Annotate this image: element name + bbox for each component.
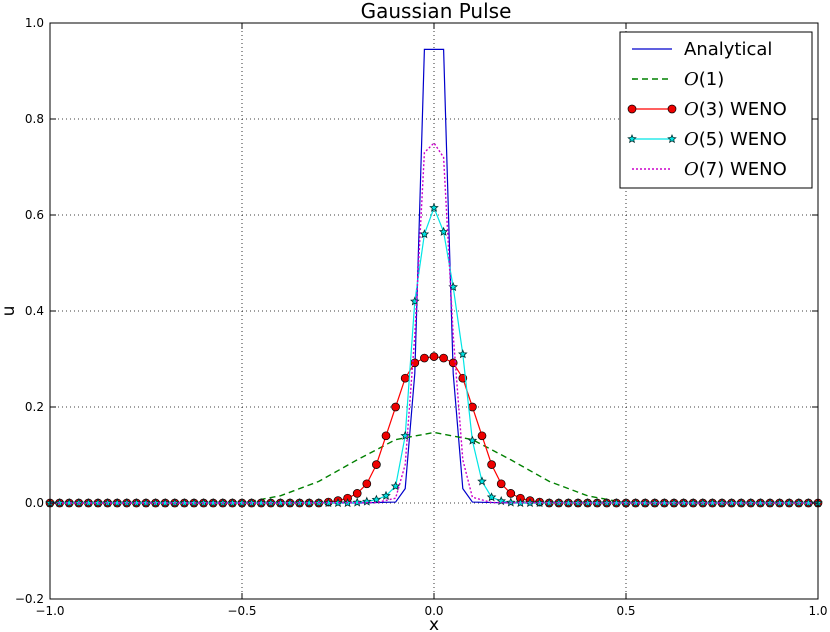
legend-marker	[627, 133, 637, 144]
data-point	[611, 497, 622, 508]
y-tick-label: −0.2	[15, 592, 44, 606]
data-point	[736, 497, 746, 508]
data-point	[420, 353, 429, 363]
data-point	[803, 497, 814, 508]
data-point	[400, 373, 410, 383]
x-tick-label: −0.5	[227, 604, 256, 618]
data-point	[371, 494, 382, 504]
x-tick-label: 1.0	[808, 604, 827, 618]
data-point	[381, 431, 391, 441]
y-tick-label: 0.2	[25, 400, 44, 414]
data-point	[640, 497, 650, 508]
x-tick-label: −1.0	[35, 604, 64, 618]
y-tick-label: 0.6	[25, 208, 44, 222]
series-line	[50, 141, 818, 504]
data-point	[486, 492, 497, 502]
legend-entry: O(1)	[632, 69, 724, 90]
legend-label: O(1)	[684, 69, 724, 90]
data-point	[256, 497, 266, 508]
data-point	[515, 497, 526, 508]
legend-marker	[627, 104, 637, 114]
data-point	[362, 479, 372, 489]
legend-label: O(7) WENO	[684, 159, 787, 180]
data-point	[726, 497, 737, 508]
data-point	[429, 202, 439, 212]
data-point	[496, 479, 506, 489]
legend-label: Analytical	[684, 39, 772, 60]
data-point	[208, 497, 218, 508]
x-tick-label: 0.0	[424, 604, 443, 618]
data-point	[323, 497, 334, 508]
chart-title: Gaussian Pulse	[361, 0, 512, 23]
data-point	[592, 497, 602, 508]
data-point	[477, 431, 487, 441]
legend-marker	[667, 104, 677, 114]
data-point	[304, 497, 314, 508]
data-point	[275, 497, 286, 508]
data-point	[179, 497, 190, 508]
legend: Analytical O(1) O(3) WENO O(5) WENO O(7) WEN…	[619, 31, 813, 189]
y-tick-label: 0.0	[25, 496, 44, 510]
data-point	[410, 296, 420, 306]
x-axis-label: x	[429, 615, 439, 632]
x-tick-label: 0.5	[616, 604, 635, 618]
data-point	[544, 497, 554, 508]
data-point	[678, 497, 689, 508]
legend-entry: O(7) WENO	[632, 159, 787, 180]
data-point	[774, 497, 785, 508]
legend-marker	[667, 133, 677, 144]
y-tick-label: 1.0	[25, 16, 44, 30]
data-point	[630, 497, 641, 508]
series-5	[50, 141, 818, 504]
legend-label: O(5) WENO	[684, 129, 787, 150]
data-point	[784, 497, 794, 508]
data-point	[160, 497, 170, 508]
series-line	[50, 431, 818, 504]
data-point	[707, 497, 718, 508]
data-point	[438, 226, 449, 236]
y-tick-label: 0.4	[25, 304, 44, 318]
data-point	[372, 460, 381, 469]
data-point	[659, 497, 670, 508]
data-point	[468, 402, 477, 412]
data-point	[390, 481, 401, 491]
data-point	[487, 460, 496, 469]
series-2	[50, 431, 818, 504]
data-point	[439, 353, 448, 363]
legend-entry: O(5) WENO	[627, 129, 787, 150]
data-point	[131, 497, 142, 508]
data-point	[227, 497, 238, 508]
legend-entry: O(3) WENO	[627, 99, 787, 120]
data-point	[755, 497, 766, 508]
data-point	[458, 349, 468, 359]
data-point	[391, 402, 400, 412]
data-point	[477, 476, 487, 486]
data-point	[534, 497, 545, 508]
data-point	[563, 497, 574, 508]
legend-box	[619, 31, 813, 189]
data-point	[506, 489, 516, 498]
ticks: −1.0 −0.5 0.0 0.5 1.0 −0.2 0.0 0.2 0.4 0.6 0.8 1.0	[15, 16, 828, 618]
data-point	[467, 435, 478, 445]
data-point	[112, 497, 122, 508]
data-point	[362, 496, 372, 506]
y-tick-label: 0.8	[25, 112, 44, 126]
legend-label: O(3) WENO	[684, 99, 787, 120]
data-point	[582, 497, 593, 508]
data-point	[419, 229, 430, 239]
legend-entry: Analytical	[632, 39, 772, 60]
data-point	[429, 352, 439, 361]
data-point	[352, 489, 362, 498]
data-point	[64, 497, 74, 508]
data-point	[381, 490, 391, 500]
y-axis-label: u	[0, 306, 19, 317]
data-point	[688, 497, 698, 508]
data-point	[352, 497, 362, 507]
data-point	[83, 497, 94, 508]
series-layer	[45, 48, 823, 508]
